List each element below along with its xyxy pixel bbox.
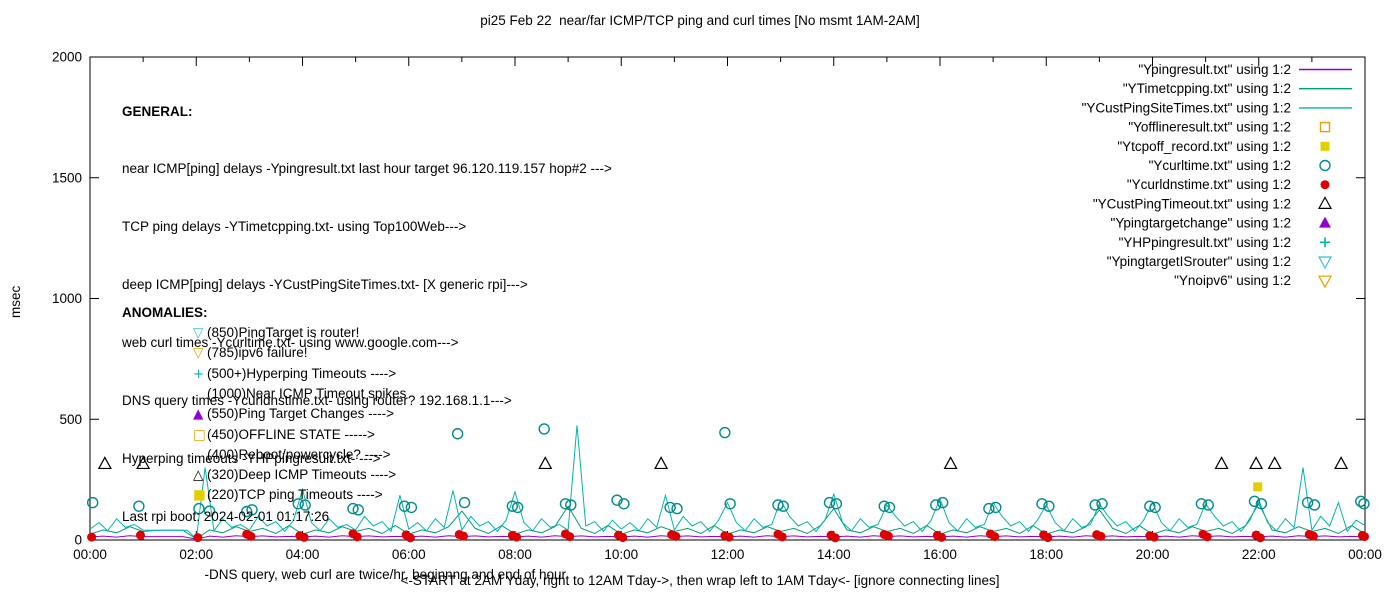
triangle-up-open-icon: △ — [193, 466, 204, 483]
chart-title: pi25 Feb 22 near/far ICMP/TCP ping and c… — [480, 13, 920, 28]
legend-label-YTimetcpping: "YTimetcpping.txt" using 1:2 — [1123, 81, 1291, 96]
legend-sample-YCustPingTimeout — [1317, 196, 1333, 209]
anomaly-text: (320)Deep ICMP Timeouts ----> — [207, 466, 397, 482]
legend-label-Yofflineresult: "Yofflineresult.txt" using 1:2 — [1128, 120, 1291, 135]
x-tick-label: 02:00 — [179, 547, 213, 562]
legend-label-Ypingtargetchange: "Ypingtargetchange" using 1:2 — [1111, 216, 1291, 231]
y-tick-label: 500 — [59, 412, 82, 427]
anomaly-item: + (500+)Hyperping Timeouts ----> — [122, 364, 406, 385]
x-tick-label: 00:00 — [1348, 547, 1382, 562]
series-markers-Ytcpoff_record — [1253, 482, 1263, 492]
y-tick-label: 0 — [74, 533, 82, 548]
x-tick-label: 08:00 — [498, 547, 532, 562]
x-tick-label: 10:00 — [604, 547, 638, 562]
general-note-line: near ICMP[ping] delays -Ypingresult.txt … — [122, 161, 612, 177]
triangle-up-filled-icon: ▲ — [193, 405, 204, 422]
legend-sample-Ytcpoff_record — [1320, 141, 1330, 151]
legend-label-Ycurltime: "Ycurltime.txt" using 1:2 — [1149, 158, 1291, 173]
general-note-line: Hyperping timeouts -YHPpingresult.txt- -… — [122, 450, 381, 466]
anomaly-text: (500+)Hyperping Timeouts ----> — [207, 365, 397, 381]
general-note-line: TCP ping delays -YTimetcpping.txt- using… — [122, 219, 467, 235]
legend-label-Ynoipv6: "Ynoipv6" using 1:2 — [1174, 273, 1291, 288]
legend-sample-YpingtargetISrouter — [1317, 256, 1333, 270]
legend-label-Ycurldnstime: "Ycurldnstime.txt" using 1:2 — [1127, 177, 1291, 192]
series-markers-Ycurldnstime — [87, 529, 1369, 543]
general-note-line: -DNS query, web curl are twice/hr, begin… — [122, 566, 566, 582]
anomaly-item: △ (320)Deep ICMP Timeouts ----> — [122, 465, 406, 486]
x-tick-label: 16:00 — [923, 547, 957, 562]
anomaly-item: ▲ (550)Ping Target Changes ----> — [122, 404, 406, 425]
series-markers-Ycurltime — [86, 423, 1370, 518]
anomaly-text: (450)OFFLINE STATE -----> — [207, 426, 375, 442]
general-note-line: Last rpi boot: 2024-02-01 01:17:26 — [122, 508, 330, 524]
square-filled-icon: ■ — [193, 487, 206, 504]
anomaly-item: (1000)Near ICMP Timeout spikes — [122, 384, 406, 404]
anomaly-item: ▽ (785)ipv6 failure! — [122, 343, 406, 364]
legend-label-YCustPingSiteTimes: "YCustPingSiteTimes.txt" using 1:2 — [1082, 100, 1291, 115]
legend-sample-Ynoipv6 — [1317, 275, 1333, 289]
anomaly-item: □(450)OFFLINE STATE -----> — [122, 425, 406, 446]
legend-label-YCustPingTimeout: "YCustPingTimeout.txt" using 1:2 — [1093, 196, 1291, 211]
anomaly-text: (785)ipv6 failure! — [207, 345, 308, 361]
general-note-line: DNS query times -Ycurldnstime.txt- using… — [122, 393, 512, 409]
triangle-down-open-icon: ▽ — [193, 345, 204, 362]
square-open-icon: □ — [193, 426, 206, 443]
anomaly-item: ■(220)TCP ping Timeouts ----> — [122, 485, 406, 506]
x-axis-label: <-START at 2AM Yday, right to 12AM Tday-… — [400, 573, 1000, 588]
x-tick-label: 22:00 — [1242, 547, 1276, 562]
y-axis-label: msec — [8, 285, 23, 318]
plus-icon: + — [193, 365, 205, 382]
anomalies-header: ANOMALIES: — [122, 305, 208, 320]
anomaly-item: (400)Reboot/powercycle? ----> — [122, 445, 406, 465]
legend-sample-Ypingtargetchange — [1319, 216, 1331, 228]
x-tick-label: 04:00 — [286, 547, 320, 562]
legend-label-YpingtargetISrouter: "YpingtargetISrouter" using 1:2 — [1107, 254, 1291, 269]
general-note-line: web curl times -Ycurltime.txt- using www… — [122, 335, 459, 351]
x-tick-label: 12:00 — [711, 547, 745, 562]
legend-label-YHPpingresult: "YHPpingresult.txt" using 1:2 — [1119, 235, 1291, 250]
legend-sample-Ycurldnstime — [1320, 180, 1330, 190]
triangle-down-open-icon: ▽ — [193, 324, 204, 341]
y-tick-label: 1500 — [52, 170, 82, 185]
x-tick-label: 18:00 — [1029, 547, 1063, 562]
anomaly-text: (850)PingTarget is router! — [207, 324, 360, 340]
general-notes-block: GENERAL: near ICMP[ping] delays -Ypingre… — [122, 63, 612, 600]
legend-sample-Ycurltime — [1319, 159, 1331, 172]
anomaly-text: (550)Ping Target Changes ----> — [207, 405, 394, 421]
legend-label-Ypingresult: "Ypingresult.txt" using 1:2 — [1138, 62, 1291, 77]
anomaly-text: (220)TCP ping Timeouts ----> — [207, 487, 383, 503]
x-tick-label: 00:00 — [73, 547, 107, 562]
general-header: GENERAL: — [122, 103, 193, 119]
x-tick-label: 06:00 — [392, 547, 426, 562]
anomalies-block: ANOMALIES: ▽ (850)PingTarget is router! ▽… — [122, 303, 406, 506]
general-note-line: deep ICMP[ping] delays -YCustPingSiteTim… — [122, 277, 528, 293]
series-markers-YCustPingTimeout — [97, 456, 1349, 470]
legend-sample-Yofflineresult — [1319, 121, 1331, 133]
x-tick-label: 20:00 — [1136, 547, 1170, 562]
anomaly-text: (400)Reboot/powercycle? ----> — [207, 447, 391, 463]
y-tick-label: 2000 — [52, 50, 82, 65]
y-tick-label: 1000 — [52, 291, 82, 306]
legend-sample-YHPpingresult — [1320, 237, 1330, 248]
anomaly-item: ▽ (850)PingTarget is router! — [122, 323, 406, 344]
legend-label-Ytcpoff_record: "Ytcpoff_record.txt" using 1:2 — [1117, 139, 1291, 154]
anomaly-text: (1000)Near ICMP Timeout spikes — [207, 386, 407, 402]
x-tick-label: 14:00 — [817, 547, 851, 562]
